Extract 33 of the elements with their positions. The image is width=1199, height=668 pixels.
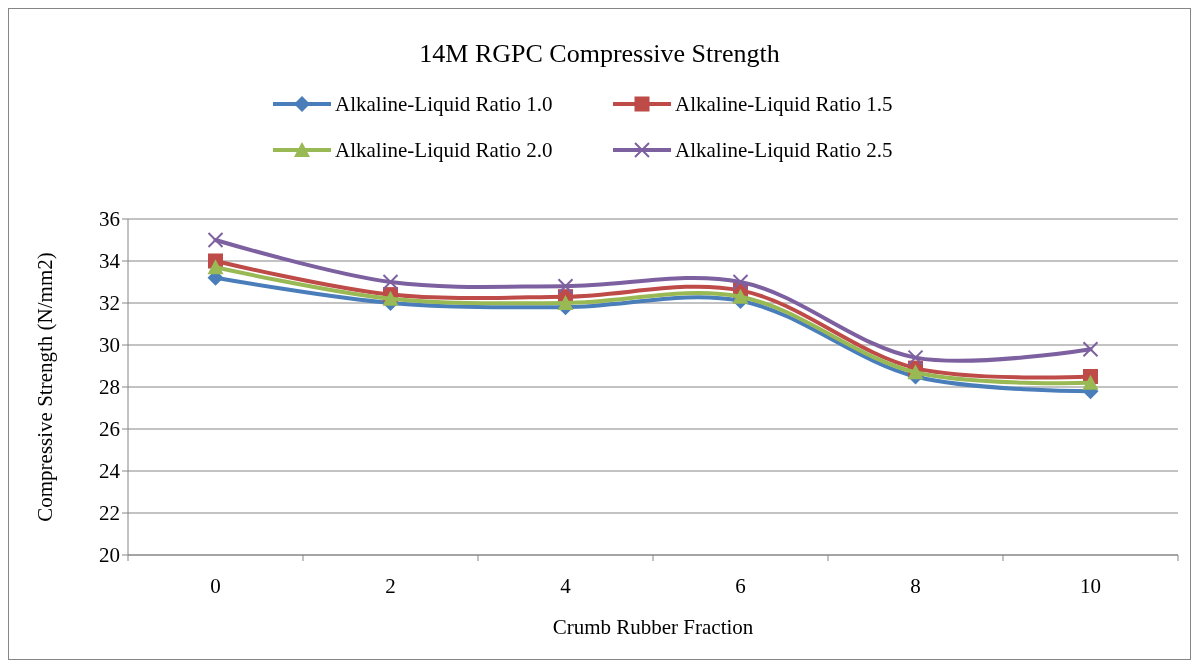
point [557,295,574,310]
point [732,274,749,290]
y-tick-label: 34 [99,249,121,274]
y-tick-label: 24 [99,459,121,484]
x-tick-label: 0 [210,574,221,598]
legend-label: Alkaline-Liquid Ratio 2.5 [675,138,893,163]
x-tick-label: 2 [385,574,396,598]
y-tick-label: 30 [99,333,120,358]
point [207,259,224,275]
legend-label: Alkaline-Liquid Ratio 1.5 [675,92,893,117]
point [907,349,924,366]
y-tick-label: 22 [99,501,120,526]
legend-label: Alkaline-Liquid Ratio 2.0 [335,138,553,163]
chart-title: 14M RGPC Compressive Strength [419,39,780,68]
point [557,278,574,295]
point [1082,374,1099,390]
point [732,288,749,304]
y-tick-label: 28 [99,375,120,400]
point [1082,341,1099,358]
point [382,274,399,290]
y-tick-label: 20 [99,543,120,568]
legend-label: Alkaline-Liquid Ratio 1.0 [335,92,553,117]
point [207,232,224,248]
y-tick-label: 36 [99,207,120,232]
y-tick-label: 26 [99,417,120,442]
y-axis-title: Compressive Strength (N/mm2) [33,252,57,522]
y-tick-label: 32 [99,291,120,316]
x-tick-label: 10 [1080,574,1101,598]
x-tick-label: 6 [735,574,746,598]
x-tick-label: 4 [560,574,572,598]
x-tick-label: 8 [910,574,921,598]
x-axis-title: Crumb Rubber Fraction [552,615,754,639]
point [907,364,924,380]
